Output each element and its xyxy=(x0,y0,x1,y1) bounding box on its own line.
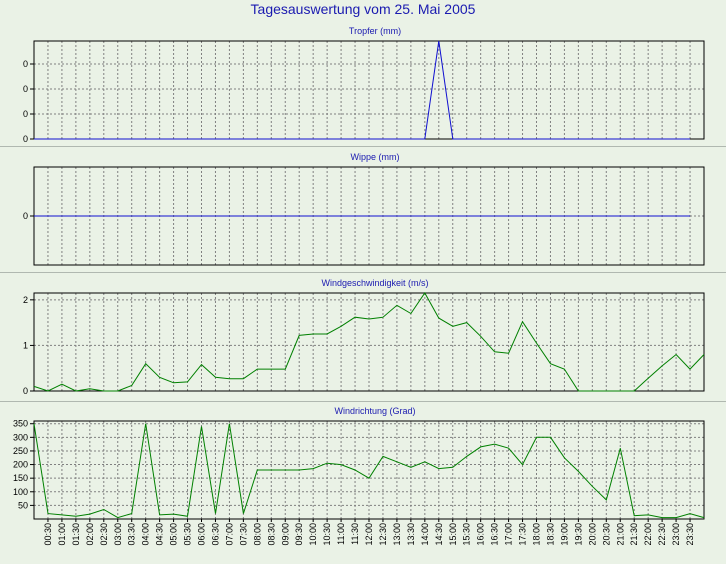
panel-title: Windrichtung (Grad) xyxy=(334,406,415,416)
page-title: Tagesauswertung vom 25. Mai 2005 xyxy=(250,1,476,17)
y-tick-label: 2 xyxy=(23,295,28,305)
x-tick-label: 02:30 xyxy=(99,523,109,546)
x-tick-label: 11:30 xyxy=(350,523,360,545)
x-tick-label: 05:30 xyxy=(183,523,193,546)
panel-title: Tropfer (mm) xyxy=(349,26,401,36)
y-tick-label: 0 xyxy=(23,84,28,94)
y-tick-label: 300 xyxy=(13,432,28,442)
x-tick-label: 14:30 xyxy=(434,523,444,546)
x-tick-label: 20:00 xyxy=(587,523,597,546)
x-tick-label: 08:30 xyxy=(266,523,276,546)
x-tick-label: 23:00 xyxy=(671,523,681,546)
x-tick-label: 11:00 xyxy=(336,523,346,545)
x-tick-label: 17:30 xyxy=(518,523,528,546)
x-tick-label: 00:30 xyxy=(43,523,53,546)
x-tick-label: 09:30 xyxy=(294,523,304,546)
y-tick-label: 0 xyxy=(23,134,28,144)
x-tick-label: 16:30 xyxy=(490,523,500,546)
y-tick-label: 0 xyxy=(23,211,28,221)
y-tick-label: 0 xyxy=(23,386,28,396)
x-tick-label: 18:30 xyxy=(545,523,555,546)
x-tick-label: 06:30 xyxy=(210,523,220,546)
panel-separator xyxy=(0,401,726,402)
x-tick-label: 10:30 xyxy=(322,523,332,546)
x-tick-label: 03:00 xyxy=(113,523,123,546)
x-tick-label: 19:30 xyxy=(573,523,583,546)
x-tick-label: 23:30 xyxy=(685,523,695,546)
x-tick-label: 22:30 xyxy=(657,523,667,546)
x-tick-label: 02:00 xyxy=(85,523,95,546)
x-tick-label: 13:30 xyxy=(406,523,416,546)
x-tick-label: 18:00 xyxy=(532,523,542,546)
x-tick-label: 09:00 xyxy=(280,523,290,546)
x-tick-label: 12:30 xyxy=(378,523,388,546)
y-tick-label: 1 xyxy=(23,340,28,350)
series-line xyxy=(33,292,705,392)
panel-separator xyxy=(0,272,726,273)
x-tick-label: 13:00 xyxy=(392,523,402,546)
x-tick-label: 22:00 xyxy=(643,523,653,546)
x-tick-label: 21:30 xyxy=(629,523,639,546)
x-tick-label: 07:00 xyxy=(224,523,234,546)
y-tick-label: 0 xyxy=(23,59,28,69)
x-tick-label: 16:00 xyxy=(476,523,486,546)
y-tick-label: 100 xyxy=(13,487,28,497)
x-tick-label: 05:00 xyxy=(169,523,179,546)
panel-separator xyxy=(0,146,726,147)
x-tick-label: 17:00 xyxy=(504,523,514,546)
x-tick-label: 19:00 xyxy=(559,523,569,546)
x-tick-label: 15:30 xyxy=(462,523,472,546)
x-tick-label: 15:00 xyxy=(448,523,458,546)
y-tick-label: 250 xyxy=(13,446,28,456)
series-line xyxy=(34,40,690,140)
y-tick-label: 150 xyxy=(13,473,28,483)
x-tick-label: 07:30 xyxy=(238,523,248,546)
x-tick-label: 08:00 xyxy=(252,523,262,546)
x-tick-label: 04:00 xyxy=(141,523,151,546)
x-tick-label: 01:00 xyxy=(57,523,67,546)
y-tick-label: 350 xyxy=(13,419,28,429)
plot-frame xyxy=(33,292,705,392)
x-tick-label: 10:00 xyxy=(308,523,318,546)
x-tick-label: 06:00 xyxy=(197,523,207,546)
x-tick-label: 14:00 xyxy=(420,523,430,546)
panel-title: Wippe (mm) xyxy=(351,152,400,162)
y-tick-label: 0 xyxy=(23,109,28,119)
x-tick-label: 01:30 xyxy=(71,523,81,546)
y-tick-label: 50 xyxy=(18,500,28,510)
x-tick-label: 12:00 xyxy=(364,523,374,546)
series-line xyxy=(33,423,705,519)
x-tick-label: 21:00 xyxy=(615,523,625,546)
y-tick-label: 200 xyxy=(13,460,28,470)
x-tick-label: 04:30 xyxy=(155,523,165,546)
x-tick-label: 03:30 xyxy=(127,523,137,546)
x-tick-label: 20:30 xyxy=(601,523,611,546)
panel-title: Windgeschwindigkeit (m/s) xyxy=(321,278,428,288)
